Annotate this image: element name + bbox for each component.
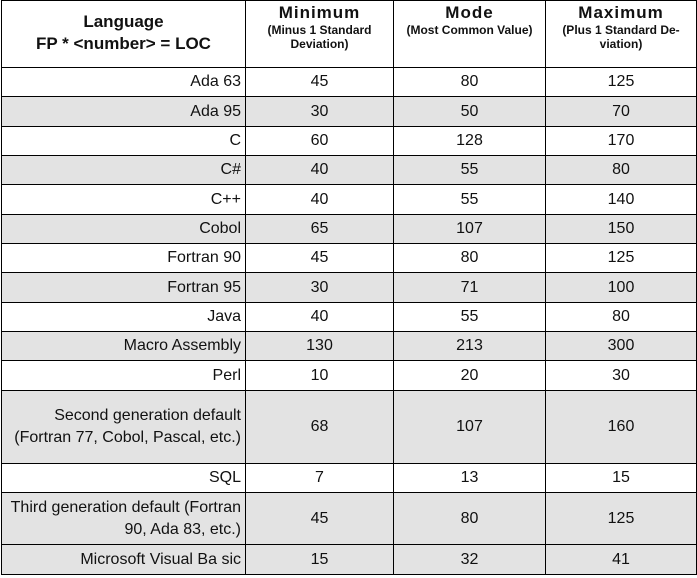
table-row: C# 40 55 80	[1, 155, 697, 185]
table-row: Fortran 95 30 71 100	[1, 272, 697, 303]
value-cell: 45	[245, 492, 394, 545]
value-cell: 128	[393, 126, 546, 156]
table-row: Second generation default (Fortran 77, C…	[1, 390, 697, 464]
value-cell: 80	[545, 155, 697, 185]
value-cell: 70	[545, 96, 697, 127]
value-cell: 65	[245, 214, 394, 244]
table-row: SQL 7 13 15	[1, 463, 697, 493]
value-cell: 160	[545, 390, 697, 464]
value-cell: 140	[545, 184, 697, 215]
language-cell: Microsoft Visual Ba sic	[1, 544, 246, 575]
language-cell: Fortran 95	[1, 272, 246, 303]
table-row: Java 40 55 80	[1, 302, 697, 332]
value-cell: 55	[393, 302, 546, 332]
value-cell: 100	[545, 272, 697, 303]
table-row: Ada 95 30 50 70	[1, 96, 697, 127]
language-cell: Cobol	[1, 214, 246, 244]
header-title: Minimum	[278, 3, 361, 22]
value-cell: 30	[545, 360, 697, 391]
language-cell: Second generation default (Fortran 77, C…	[1, 390, 246, 464]
value-cell: 300	[545, 331, 697, 361]
value-cell: 40	[245, 302, 394, 332]
value-cell: 55	[393, 155, 546, 185]
value-cell: 15	[245, 544, 394, 575]
value-cell: 125	[545, 492, 697, 545]
value-cell: 45	[245, 67, 394, 97]
table-row: Ada 63 45 80 125	[1, 67, 697, 97]
header-text: Language	[83, 12, 164, 31]
table-row: Macro Assembly 130 213 300	[1, 331, 697, 361]
header-subtitle: (Most Common Value)	[406, 23, 533, 37]
language-cell: Fortran 90	[1, 243, 246, 273]
language-cell: C++	[1, 184, 246, 215]
header-title: Mode	[445, 3, 494, 22]
value-cell: 40	[245, 184, 394, 215]
value-cell: 213	[393, 331, 546, 361]
value-cell: 170	[545, 126, 697, 156]
value-cell: 68	[245, 390, 394, 464]
table-row: Third generation default (Fortran 90, Ad…	[1, 492, 697, 545]
value-cell: 32	[393, 544, 546, 575]
language-cell: C#	[1, 155, 246, 185]
value-cell: 80	[393, 243, 546, 273]
table-row: C++ 40 55 140	[1, 184, 697, 215]
header-title: Maximum	[578, 3, 664, 22]
language-cell: Java	[1, 302, 246, 332]
value-cell: 20	[393, 360, 546, 391]
language-cell: SQL	[1, 463, 246, 493]
language-header: Language FP * <number> = LOC	[1, 0, 246, 68]
table-row: Cobol 65 107 150	[1, 214, 697, 244]
value-cell: 41	[545, 544, 697, 575]
value-cell: 80	[393, 67, 546, 97]
value-cell: 150	[545, 214, 697, 244]
value-cell: 107	[393, 214, 546, 244]
value-cell: 71	[393, 272, 546, 303]
value-cell: 80	[545, 302, 697, 332]
table-row: Fortran 90 45 80 125	[1, 243, 697, 273]
header-subtitle: (Minus 1 Standard Deviation)	[267, 23, 372, 51]
language-cell: Ada 95	[1, 96, 246, 127]
value-cell: 30	[245, 272, 394, 303]
value-cell: 45	[245, 243, 394, 273]
table-body: Ada 63 45 80 125 Ada 95 30 50 70 C 60 128 170 C# 40 55…	[1, 67, 697, 575]
value-cell: 107	[393, 390, 546, 464]
table-row: Perl 10 20 30	[1, 360, 697, 391]
language-cell: Third generation default (Fortran 90, Ad…	[1, 492, 246, 545]
value-cell: 13	[393, 463, 546, 493]
value-cell: 50	[393, 96, 546, 127]
value-cell: 30	[245, 96, 394, 127]
column-header: Mode (Most Common Value)	[393, 0, 546, 68]
value-cell: 7	[245, 463, 394, 493]
column-header: Minimum (Minus 1 Standard Deviation)	[245, 0, 394, 68]
table-row: C 60 128 170	[1, 126, 697, 156]
value-cell: 80	[393, 492, 546, 545]
language-cell: Macro Assembly	[1, 331, 246, 361]
table-row: Microsoft Visual Ba sic 15 32 41	[1, 544, 697, 575]
header-subtitle: (Plus 1 Standard De-viation)	[562, 23, 680, 51]
language-cell: Ada 63	[1, 67, 246, 97]
value-cell: 60	[245, 126, 394, 156]
value-cell: 125	[545, 67, 697, 97]
value-cell: 125	[545, 243, 697, 273]
header-text: FP * <number> = LOC	[36, 34, 211, 53]
column-header: Maximum (Plus 1 Standard De-viation)	[545, 0, 697, 68]
value-cell: 15	[545, 463, 697, 493]
header-row: Language FP * <number> = LOC Minimum (Min…	[1, 0, 697, 68]
value-cell: 10	[245, 360, 394, 391]
value-cell: 40	[245, 155, 394, 185]
value-cell: 55	[393, 184, 546, 215]
value-cell: 130	[245, 331, 394, 361]
language-cell: Perl	[1, 360, 246, 391]
language-cell: C	[1, 126, 246, 156]
